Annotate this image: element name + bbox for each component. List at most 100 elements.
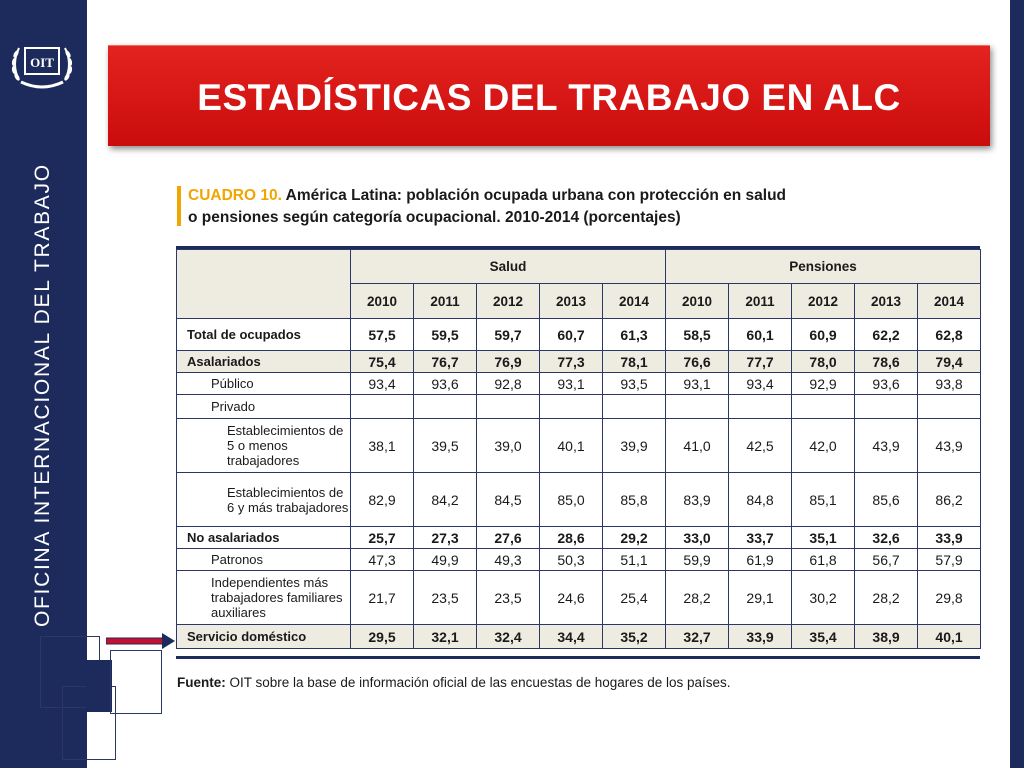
table-cell: 78,1	[601, 350, 667, 373]
table-row: No asalariados 25,7 27,3 27,6 28,6 29,2 33,0 33…	[176, 526, 982, 549]
table-cell: 84,2	[413, 472, 477, 527]
header-corner	[176, 249, 351, 319]
caption-line1: América Latina: población ocupada urbana…	[285, 187, 787, 204]
table-cell: 32,4	[476, 624, 540, 649]
logo-text: OIT	[30, 55, 54, 70]
table-cell: 35,2	[601, 624, 667, 649]
table-cell: 62,8	[917, 318, 982, 351]
table-cell: 25,7	[350, 526, 414, 549]
table-cell: 78,6	[854, 350, 919, 373]
year-header: 2010	[665, 283, 730, 319]
source-text: OIT sobre la base de información oficial…	[229, 675, 731, 690]
row-label: No asalariados	[176, 526, 351, 549]
group-header-salud: Salud	[349, 249, 667, 284]
table-cell: 93,5	[601, 372, 667, 395]
table-cell: 38,1	[350, 418, 414, 473]
table-cell: 59,7	[476, 318, 540, 351]
table-cell: 92,9	[791, 372, 856, 395]
year-header: 2011	[413, 283, 477, 319]
table-caption: CUADRO 10. América Latina: población ocu…	[188, 185, 948, 229]
table-cell: 49,3	[476, 548, 540, 571]
table-cell	[791, 394, 856, 419]
table-cell: 78,0	[791, 350, 856, 373]
table-cell: 39,9	[601, 418, 667, 473]
table-cell: 32,6	[854, 526, 919, 549]
table-cell: 57,9	[917, 548, 982, 571]
table-cell: 93,4	[350, 372, 414, 395]
table-body: Total de ocupados 57,5 59,5 59,7 60,7 61,3 58,…	[176, 318, 982, 649]
table-cell: 77,3	[539, 350, 603, 373]
table-cell: 27,3	[413, 526, 477, 549]
row-label: Servicio doméstico	[176, 624, 351, 649]
org-name-vertical: OFICINA INTERNACIONAL DEL TRABAJO	[31, 163, 54, 627]
row-label: Total de ocupados	[176, 318, 351, 351]
data-table-container: Salud Pensiones 2010 2011 2012 2013 2014…	[176, 246, 982, 659]
table-cell: 51,1	[601, 548, 667, 571]
table-cell: 33,0	[665, 526, 730, 549]
data-table: Salud Pensiones 2010 2011 2012 2013 2014…	[176, 249, 982, 649]
table-cell	[917, 394, 982, 419]
table-cell: 49,9	[413, 548, 477, 571]
table-cell: 58,5	[665, 318, 730, 351]
caption-label: CUADRO 10.	[188, 187, 282, 204]
row-label: Privado	[176, 394, 351, 419]
row-label: Asalariados	[176, 350, 351, 373]
table-cell: 85,6	[854, 472, 919, 527]
table-cell: 60,1	[728, 318, 793, 351]
table-row: Patronos 47,3 49,9 49,3 50,3 51,1 59,9 61,9 61,8…	[176, 548, 982, 571]
table-cell: 33,9	[917, 526, 982, 549]
table-cell	[728, 394, 793, 419]
table-cell	[854, 394, 919, 419]
arrow-pointer-icon	[106, 633, 175, 649]
year-header: 2011	[728, 283, 793, 319]
table-cell: 83,9	[665, 472, 730, 527]
table-cell: 92,8	[476, 372, 540, 395]
table-cell: 33,7	[728, 526, 793, 549]
row-label: Establecimientos de 5 o menos trabajador…	[176, 418, 351, 473]
table-cell: 61,9	[728, 548, 793, 571]
table-cell: 35,1	[791, 526, 856, 549]
table-cell: 84,5	[476, 472, 540, 527]
caption-accent-bar	[177, 186, 181, 226]
table-cell: 85,1	[791, 472, 856, 527]
table-cell: 28,2	[854, 570, 919, 625]
caption-line2: o pensiones según categoría ocupacional.…	[188, 209, 681, 226]
table-cell: 27,6	[476, 526, 540, 549]
table-cell: 43,9	[854, 418, 919, 473]
table-cell: 93,6	[413, 372, 477, 395]
table-cell: 60,9	[791, 318, 856, 351]
sidebar: OIT OFICINA INTERNACIONAL DEL TRABAJO	[0, 0, 87, 768]
table-cell: 93,1	[539, 372, 603, 395]
table-cell: 23,5	[413, 570, 477, 625]
table-cell: 77,7	[728, 350, 793, 373]
table-cell: 93,1	[665, 372, 730, 395]
table-cell: 32,7	[665, 624, 730, 649]
table-cell: 29,8	[917, 570, 982, 625]
table-source: Fuente: OIT sobre la base de información…	[177, 675, 731, 690]
table-cell: 76,7	[413, 350, 477, 373]
table-row: Servicio doméstico 29,5 32,1 32,4 34,4 35,2 32…	[176, 624, 982, 649]
year-header: 2012	[476, 283, 540, 319]
table-cell: 50,3	[539, 548, 603, 571]
table-cell: 85,0	[539, 472, 603, 527]
table-cell: 39,5	[413, 418, 477, 473]
table-row: Total de ocupados 57,5 59,5 59,7 60,7 61,3 58,…	[176, 318, 982, 351]
year-header: 2012	[791, 283, 856, 319]
table-row: Asalariados 75,4 76,7 76,9 77,3 78,1 76,6 77,7 7…	[176, 350, 982, 373]
table-cell: 30,2	[791, 570, 856, 625]
table-cell: 24,6	[539, 570, 603, 625]
table-cell: 38,9	[854, 624, 919, 649]
table-cell: 29,2	[601, 526, 667, 549]
deco-square	[86, 660, 112, 712]
table-cell: 93,8	[917, 372, 982, 395]
table-cell: 21,7	[350, 570, 414, 625]
table-cell: 57,5	[350, 318, 414, 351]
right-edge-bar	[1010, 0, 1024, 768]
table-cell	[539, 394, 603, 419]
deco-square	[110, 650, 162, 714]
table-cell: 86,2	[917, 472, 982, 527]
table-cell: 76,6	[665, 350, 730, 373]
table-row: Público 93,4 93,6 92,8 93,1 93,5 93,1 93,4 92,9 9…	[176, 372, 982, 395]
table-cell: 82,9	[350, 472, 414, 527]
table-cell: 42,5	[728, 418, 793, 473]
